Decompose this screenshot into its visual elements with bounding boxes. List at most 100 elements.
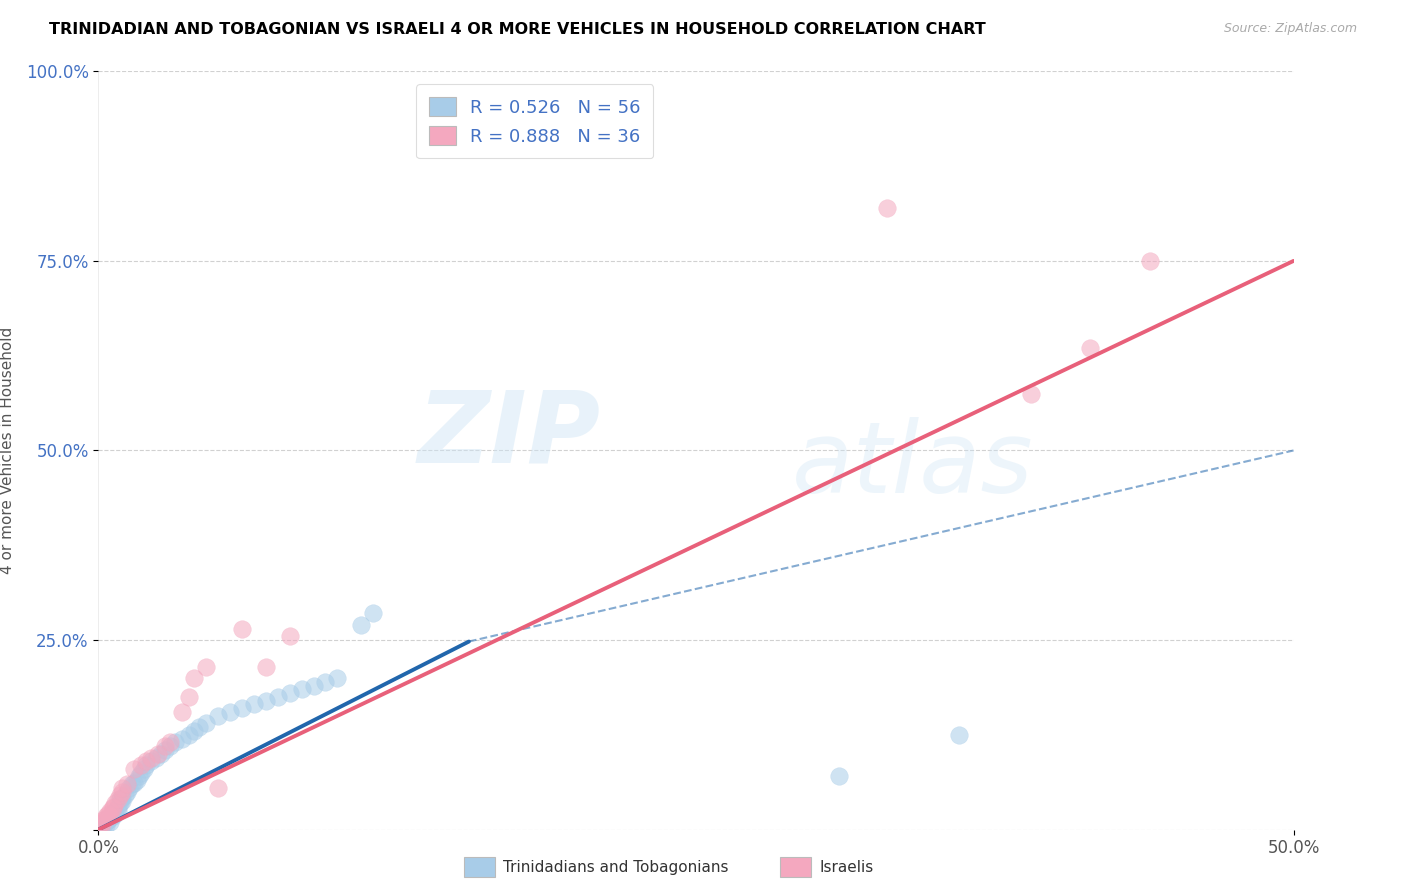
Text: Trinidadians and Tobagonians: Trinidadians and Tobagonians <box>503 860 728 874</box>
Point <box>111 785 134 799</box>
Point <box>90 816 112 830</box>
Point <box>108 796 131 810</box>
Point <box>104 796 127 810</box>
Point <box>97 814 120 828</box>
Point <box>91 815 114 830</box>
Point <box>363 607 385 621</box>
Text: atlas: atlas <box>792 417 1033 514</box>
Point <box>1019 386 1042 401</box>
Point <box>131 758 153 772</box>
Point <box>231 622 253 636</box>
Point <box>132 762 155 776</box>
Point <box>1139 253 1161 268</box>
Point <box>125 773 148 788</box>
Point <box>101 801 124 815</box>
Point <box>159 735 181 749</box>
Point <box>98 804 122 818</box>
Point <box>278 686 301 700</box>
Y-axis label: 4 or more Vehicles in Household: 4 or more Vehicles in Household <box>0 326 14 574</box>
Text: Source: ZipAtlas.com: Source: ZipAtlas.com <box>1223 22 1357 36</box>
Point <box>124 775 146 789</box>
Point <box>149 747 172 761</box>
Point <box>131 765 153 780</box>
Point <box>243 698 266 712</box>
Point <box>121 777 143 791</box>
Point <box>350 617 373 632</box>
Point <box>101 800 124 814</box>
Point <box>98 811 122 825</box>
Point <box>94 809 117 823</box>
Point <box>115 777 138 791</box>
Point <box>163 735 186 749</box>
Text: TRINIDADIAN AND TOBAGONIAN VS ISRAELI 4 OR MORE VEHICLES IN HOUSEHOLD CORRELATIO: TRINIDADIAN AND TOBAGONIAN VS ISRAELI 4 … <box>49 22 986 37</box>
Point <box>90 821 112 835</box>
Point <box>254 694 277 708</box>
Point <box>90 820 112 834</box>
Point <box>172 731 194 746</box>
Point <box>97 811 120 825</box>
Point <box>179 728 201 742</box>
Point <box>231 701 253 715</box>
Legend: R = 0.526   N = 56, R = 0.888   N = 36: R = 0.526 N = 56, R = 0.888 N = 36 <box>416 84 654 158</box>
Point <box>315 674 337 689</box>
Point <box>104 807 127 822</box>
Point <box>94 818 117 832</box>
Point <box>195 716 218 731</box>
Point <box>278 629 301 643</box>
Point <box>107 800 129 814</box>
Point <box>111 780 134 795</box>
Point <box>104 804 127 818</box>
Point <box>118 780 141 795</box>
Point <box>101 809 124 823</box>
Point <box>828 769 851 784</box>
Point <box>172 705 194 719</box>
Point <box>97 807 120 822</box>
Point <box>187 720 209 734</box>
Point <box>98 809 122 823</box>
Point <box>183 724 205 739</box>
Point <box>302 678 325 692</box>
Point <box>128 769 150 784</box>
Point <box>195 659 218 673</box>
Point <box>111 794 134 808</box>
Point <box>114 789 136 803</box>
Point <box>139 750 162 764</box>
Point <box>183 671 205 685</box>
Point <box>326 671 349 685</box>
Point <box>179 690 201 704</box>
Point <box>135 758 157 772</box>
Point <box>207 780 229 795</box>
Point <box>876 201 898 215</box>
Point <box>254 659 277 673</box>
Point <box>111 790 134 805</box>
Point <box>91 814 114 828</box>
Point <box>267 690 290 704</box>
Point <box>291 682 314 697</box>
Point <box>94 811 117 825</box>
Point <box>148 747 170 761</box>
Point <box>107 792 129 806</box>
Point <box>108 789 131 803</box>
Point <box>94 815 117 830</box>
Point <box>948 728 970 742</box>
Point <box>145 750 167 764</box>
Point <box>159 739 181 753</box>
Point <box>139 755 162 769</box>
Point <box>124 762 146 776</box>
Point <box>1080 341 1102 355</box>
Point <box>107 804 129 818</box>
Text: ZIP: ZIP <box>418 387 600 483</box>
Point <box>135 755 157 769</box>
Point <box>108 792 131 806</box>
Point <box>91 816 114 830</box>
Point <box>91 819 114 833</box>
Point <box>101 805 124 820</box>
Text: Israelis: Israelis <box>820 860 875 874</box>
Point <box>155 739 177 753</box>
Point <box>155 743 177 757</box>
Point <box>207 708 229 723</box>
Point <box>115 785 138 799</box>
Point <box>98 815 122 830</box>
Point <box>219 705 242 719</box>
Point <box>90 820 112 834</box>
